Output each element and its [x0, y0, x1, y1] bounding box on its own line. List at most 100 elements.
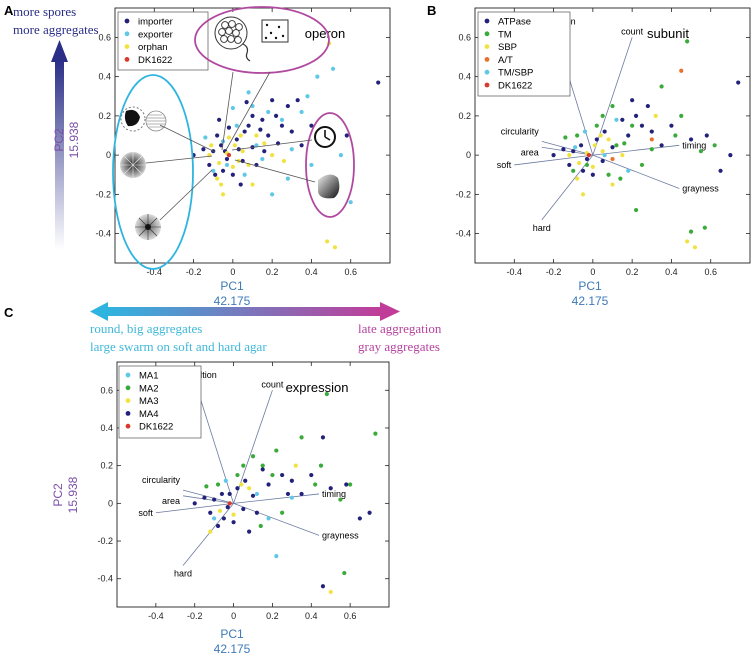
connector-line: [234, 159, 316, 183]
data-point: [348, 482, 353, 487]
data-point: [328, 486, 333, 491]
legend-box: [117, 11, 209, 71]
data-point: [606, 137, 611, 142]
legend-marker: [484, 57, 490, 62]
data-point: [315, 74, 320, 79]
data-point: [659, 143, 664, 148]
data-point: [247, 486, 252, 491]
data-point: [659, 84, 664, 89]
cyan-ellipse: [112, 74, 194, 270]
data-point: [262, 149, 267, 154]
data-point: [260, 467, 265, 472]
data-point: [639, 123, 645, 128]
connector-line: [225, 71, 271, 151]
y-tick-label: -0.2: [97, 536, 113, 546]
vector-label: hard: [174, 569, 192, 579]
x-tick-label: 0.4: [305, 267, 318, 277]
data-point: [610, 182, 615, 187]
data-point: [669, 123, 674, 128]
x-axis-label-value: 42.175: [214, 642, 251, 655]
legend-box: [477, 11, 571, 97]
data-point: [238, 133, 243, 138]
data-point: [220, 168, 226, 173]
data-point: [289, 478, 294, 483]
data-point: [258, 523, 263, 529]
data-point: [262, 141, 267, 146]
data-point: [633, 113, 639, 118]
data-point: [293, 463, 298, 468]
connector-line: [159, 124, 216, 153]
annotation-gray-aggregates: gray aggregates: [358, 339, 440, 354]
data-point: [313, 482, 318, 487]
data-point: [270, 192, 275, 197]
connector-line: [231, 139, 313, 151]
data-point: [217, 160, 222, 166]
data-point: [270, 472, 275, 478]
data-point: [600, 149, 605, 154]
data-point: [280, 510, 285, 515]
data-point: [626, 133, 631, 138]
x-tick-label: 0.2: [266, 611, 279, 621]
x-tick-label: -0.2: [187, 611, 203, 621]
data-point: [649, 147, 654, 152]
data-point: [580, 168, 586, 173]
data-point: [285, 103, 290, 109]
data-point: [220, 192, 226, 197]
data-point: [242, 172, 247, 177]
data-point: [217, 508, 223, 513]
vector-label: timing: [682, 140, 706, 150]
data-point: [217, 117, 222, 122]
data-point: [254, 133, 259, 138]
data-point: [639, 162, 645, 168]
loading-vector: [592, 37, 633, 156]
loading-vector: [182, 495, 234, 504]
vector-label: soft: [138, 508, 153, 518]
panel-letter-c: C: [4, 305, 14, 320]
connector-line: [221, 71, 234, 151]
data-point: [578, 143, 584, 148]
loading-vector: [514, 154, 593, 166]
data-point: [208, 510, 213, 515]
aggregate-icon: [120, 106, 167, 132]
legend-label: MA2: [139, 383, 159, 394]
y-tick-label: 0: [466, 150, 471, 160]
legend-marker: [124, 44, 130, 49]
vector-label: count: [261, 379, 284, 389]
data-point: [592, 143, 597, 148]
data-point: [209, 143, 214, 148]
data-point: [212, 497, 217, 502]
data-point: [584, 162, 590, 168]
data-point: [289, 495, 294, 500]
data-point: [280, 472, 285, 478]
data-point: [273, 113, 279, 118]
annotation-round-big: round, big aggregates: [90, 321, 202, 336]
data-point: [247, 529, 252, 534]
connector-line: [159, 169, 213, 221]
data-point: [338, 153, 343, 158]
data-point: [192, 501, 197, 506]
panel-c-expression: -0.4 -0.2 0 0.2 0.4 0.6 0.6 0.4 0.2 0 -0.2 -0.4 PC14…: [51, 361, 390, 655]
legend-label: DK1622: [498, 81, 532, 92]
data-point: [620, 117, 625, 122]
vector-label: area: [521, 147, 539, 157]
data-point: [219, 491, 225, 497]
vector-label: count: [621, 26, 644, 36]
data-point: [270, 153, 275, 158]
data-point: [367, 510, 372, 515]
legend-label: DK1622: [139, 422, 173, 433]
data-point: [226, 153, 232, 158]
data-point: [289, 129, 294, 134]
legend-label: TM: [498, 29, 512, 40]
data-point: [348, 200, 353, 205]
data-point: [630, 98, 635, 103]
data-point: [299, 435, 304, 440]
data-point: [230, 172, 235, 177]
data-point: [270, 98, 275, 103]
horizontal-arrow-left: [90, 302, 108, 321]
data-point: [649, 137, 654, 142]
plot-frame: [474, 7, 751, 264]
data-point: [203, 135, 208, 140]
legend-label: MA3: [139, 396, 159, 407]
data-point: [626, 168, 631, 173]
